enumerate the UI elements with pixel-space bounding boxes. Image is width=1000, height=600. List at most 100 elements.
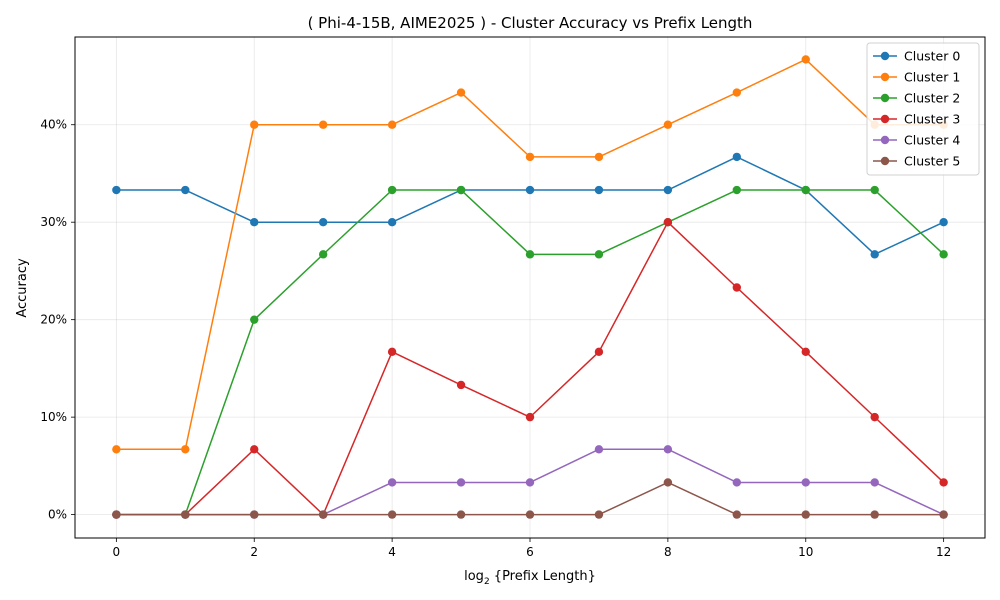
data-point bbox=[387, 217, 397, 227]
legend-marker bbox=[880, 72, 890, 82]
data-point bbox=[732, 88, 742, 97]
data-point bbox=[250, 445, 259, 454]
legend-label: Cluster 5 bbox=[904, 154, 960, 169]
legend-item: Cluster 0 bbox=[873, 49, 960, 64]
data-point bbox=[525, 152, 535, 162]
data-point bbox=[250, 510, 259, 519]
data-point bbox=[318, 217, 328, 227]
legend-item: Cluster 1 bbox=[873, 70, 960, 85]
legend-item: Cluster 4 bbox=[873, 133, 960, 148]
x-tick-label: 6 bbox=[526, 545, 534, 559]
y-tick-label: 20% bbox=[40, 313, 67, 327]
series-cluster-5 bbox=[112, 478, 948, 519]
y-tick-label: 0% bbox=[48, 508, 67, 522]
x-tick-label: 12 bbox=[936, 545, 951, 559]
legend-marker bbox=[880, 93, 890, 103]
data-point bbox=[663, 217, 673, 227]
data-point bbox=[801, 185, 810, 195]
legend: Cluster 0 Cluster 1 Cluster 2 Cluster 3 Clus… bbox=[866, 42, 980, 176]
data-point bbox=[939, 217, 948, 227]
data-point bbox=[732, 283, 742, 292]
data-point bbox=[387, 185, 397, 195]
y-tick-label: 30% bbox=[40, 215, 67, 229]
data-point bbox=[663, 445, 673, 454]
data-point bbox=[387, 510, 397, 519]
data-point bbox=[870, 185, 879, 195]
x-tick-label: 8 bbox=[664, 545, 672, 559]
data-point bbox=[525, 412, 535, 422]
data-point bbox=[663, 478, 673, 487]
y-tick-label: 10% bbox=[40, 410, 67, 424]
legend-box bbox=[866, 42, 980, 176]
legend-marker bbox=[880, 135, 890, 145]
legend-label: Cluster 0 bbox=[904, 49, 960, 64]
data-point bbox=[594, 152, 604, 162]
data-point bbox=[181, 445, 190, 454]
data-point bbox=[594, 510, 604, 519]
legend-label: Cluster 1 bbox=[904, 70, 960, 85]
legend-item: Cluster 5 bbox=[873, 154, 960, 169]
data-point bbox=[870, 250, 879, 259]
data-point bbox=[112, 510, 121, 519]
x-tick-label: 2 bbox=[250, 545, 258, 559]
data-point bbox=[250, 217, 259, 227]
data-point bbox=[870, 412, 879, 422]
x-axis-label: log2 {Prefix Length} bbox=[464, 569, 596, 587]
data-point bbox=[939, 478, 948, 487]
data-point bbox=[939, 250, 948, 259]
data-point bbox=[594, 250, 604, 259]
data-point bbox=[181, 510, 190, 519]
data-point bbox=[801, 478, 810, 487]
x-tick-label: 0 bbox=[113, 545, 121, 559]
data-point bbox=[939, 510, 948, 519]
data-point bbox=[456, 88, 466, 97]
data-point bbox=[801, 347, 810, 357]
legend-item: Cluster 2 bbox=[873, 91, 960, 106]
data-point bbox=[663, 185, 673, 195]
data-point bbox=[456, 510, 466, 519]
legend-item: Cluster 3 bbox=[873, 112, 960, 127]
legend-marker bbox=[880, 114, 890, 124]
data-point bbox=[732, 510, 742, 519]
legend-label: Cluster 2 bbox=[904, 91, 960, 106]
x-tick-label: 10 bbox=[798, 545, 813, 559]
data-point bbox=[732, 185, 742, 195]
chart-title: ( Phi-4-15B, AIME2025 ) - Cluster Accura… bbox=[308, 14, 753, 32]
data-point bbox=[594, 347, 604, 357]
y-axis-ticks: 0% 10% 20% 30% 40% bbox=[40, 118, 75, 522]
legend-marker bbox=[880, 51, 890, 61]
data-point bbox=[181, 185, 190, 195]
x-axis-ticks: 0 2 4 6 8 10 12 bbox=[113, 538, 951, 559]
data-point bbox=[112, 185, 121, 195]
data-point bbox=[387, 347, 397, 357]
data-point bbox=[801, 55, 810, 64]
data-point bbox=[732, 152, 742, 162]
data-point bbox=[525, 185, 535, 195]
data-point bbox=[801, 510, 810, 519]
data-point bbox=[525, 478, 535, 487]
data-point bbox=[525, 510, 535, 519]
data-point bbox=[870, 510, 879, 519]
legend-label: Cluster 4 bbox=[904, 133, 960, 148]
x-tick-label: 4 bbox=[388, 545, 396, 559]
x-axis-label-suffix: {Prefix Length} bbox=[490, 569, 596, 584]
data-point bbox=[318, 250, 328, 259]
legend-label: Cluster 3 bbox=[904, 112, 960, 127]
data-point bbox=[456, 380, 466, 390]
x-axis-label-subscript: 2 bbox=[484, 577, 490, 587]
series-layer bbox=[112, 55, 948, 519]
y-tick-label: 40% bbox=[40, 118, 67, 132]
data-point bbox=[456, 478, 466, 487]
data-point bbox=[387, 120, 397, 129]
data-point bbox=[250, 315, 259, 324]
y-axis-label: Accuracy bbox=[15, 258, 30, 318]
data-point bbox=[870, 478, 879, 487]
data-point bbox=[112, 445, 121, 454]
data-point bbox=[663, 120, 673, 129]
data-point bbox=[318, 120, 328, 129]
data-point bbox=[456, 185, 466, 195]
data-point bbox=[387, 478, 397, 487]
x-axis-label-prefix: log bbox=[464, 569, 484, 584]
data-point bbox=[732, 478, 742, 487]
